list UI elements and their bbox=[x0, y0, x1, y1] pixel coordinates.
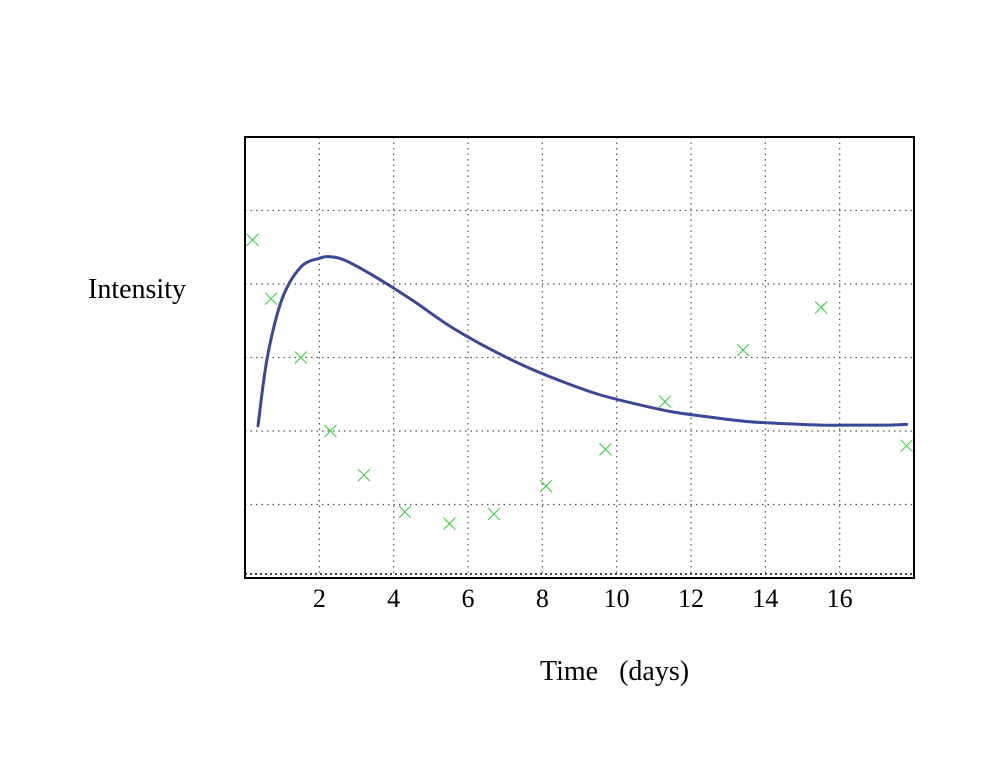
line-series bbox=[256, 255, 909, 428]
x-ticks: 2 4 6 8 10 12 14 16 bbox=[313, 584, 853, 613]
scatter-point bbox=[324, 424, 337, 438]
scatter-points bbox=[246, 233, 913, 530]
scatter-point bbox=[599, 443, 612, 456]
scatter-point-stroke bbox=[294, 351, 308, 364]
scatter-point bbox=[900, 439, 913, 453]
scatter-point bbox=[814, 301, 828, 314]
scatter-point bbox=[264, 292, 278, 306]
scatter-point-stroke bbox=[658, 395, 672, 408]
scatter-point bbox=[294, 351, 308, 364]
scatter-point bbox=[443, 517, 456, 530]
scatter-point-stroke bbox=[900, 439, 913, 453]
scatter-point-stroke bbox=[814, 301, 828, 314]
intensity-line bbox=[256, 255, 909, 428]
x-tick-label: 4 bbox=[387, 584, 400, 613]
grid bbox=[245, 137, 914, 578]
x-axis-label: Time (days) bbox=[540, 656, 690, 687]
scatter-point-stroke bbox=[443, 517, 456, 530]
plot-frame bbox=[244, 136, 915, 579]
x-tick-label: 2 bbox=[313, 584, 326, 613]
scatter-point-stroke bbox=[736, 343, 750, 357]
scatter-point bbox=[736, 343, 750, 357]
x-tick-label: 14 bbox=[752, 584, 778, 613]
x-tick-label: 12 bbox=[678, 584, 704, 613]
scatter-point-stroke bbox=[357, 468, 371, 482]
scatter-point-stroke bbox=[246, 233, 259, 247]
x-tick-label: 8 bbox=[536, 584, 549, 613]
y-axis-label: Intensity bbox=[88, 274, 186, 305]
scatter-point-stroke bbox=[398, 505, 412, 519]
scatter-point-stroke bbox=[264, 292, 278, 306]
x-tick-label: 10 bbox=[604, 584, 630, 613]
scatter-point bbox=[357, 468, 371, 482]
x-tick-label: 16 bbox=[827, 584, 853, 613]
scatter-point bbox=[658, 395, 672, 408]
scatter-point bbox=[246, 233, 259, 247]
scatter-point-stroke bbox=[539, 479, 553, 493]
scatter-point-stroke bbox=[599, 443, 612, 456]
scatter-point bbox=[539, 479, 553, 493]
scatter-point bbox=[487, 507, 501, 521]
scatter-point-stroke bbox=[324, 424, 337, 438]
x-tick-label: 6 bbox=[462, 584, 475, 613]
scatter-point-stroke bbox=[487, 507, 501, 521]
scatter-point bbox=[398, 505, 412, 519]
